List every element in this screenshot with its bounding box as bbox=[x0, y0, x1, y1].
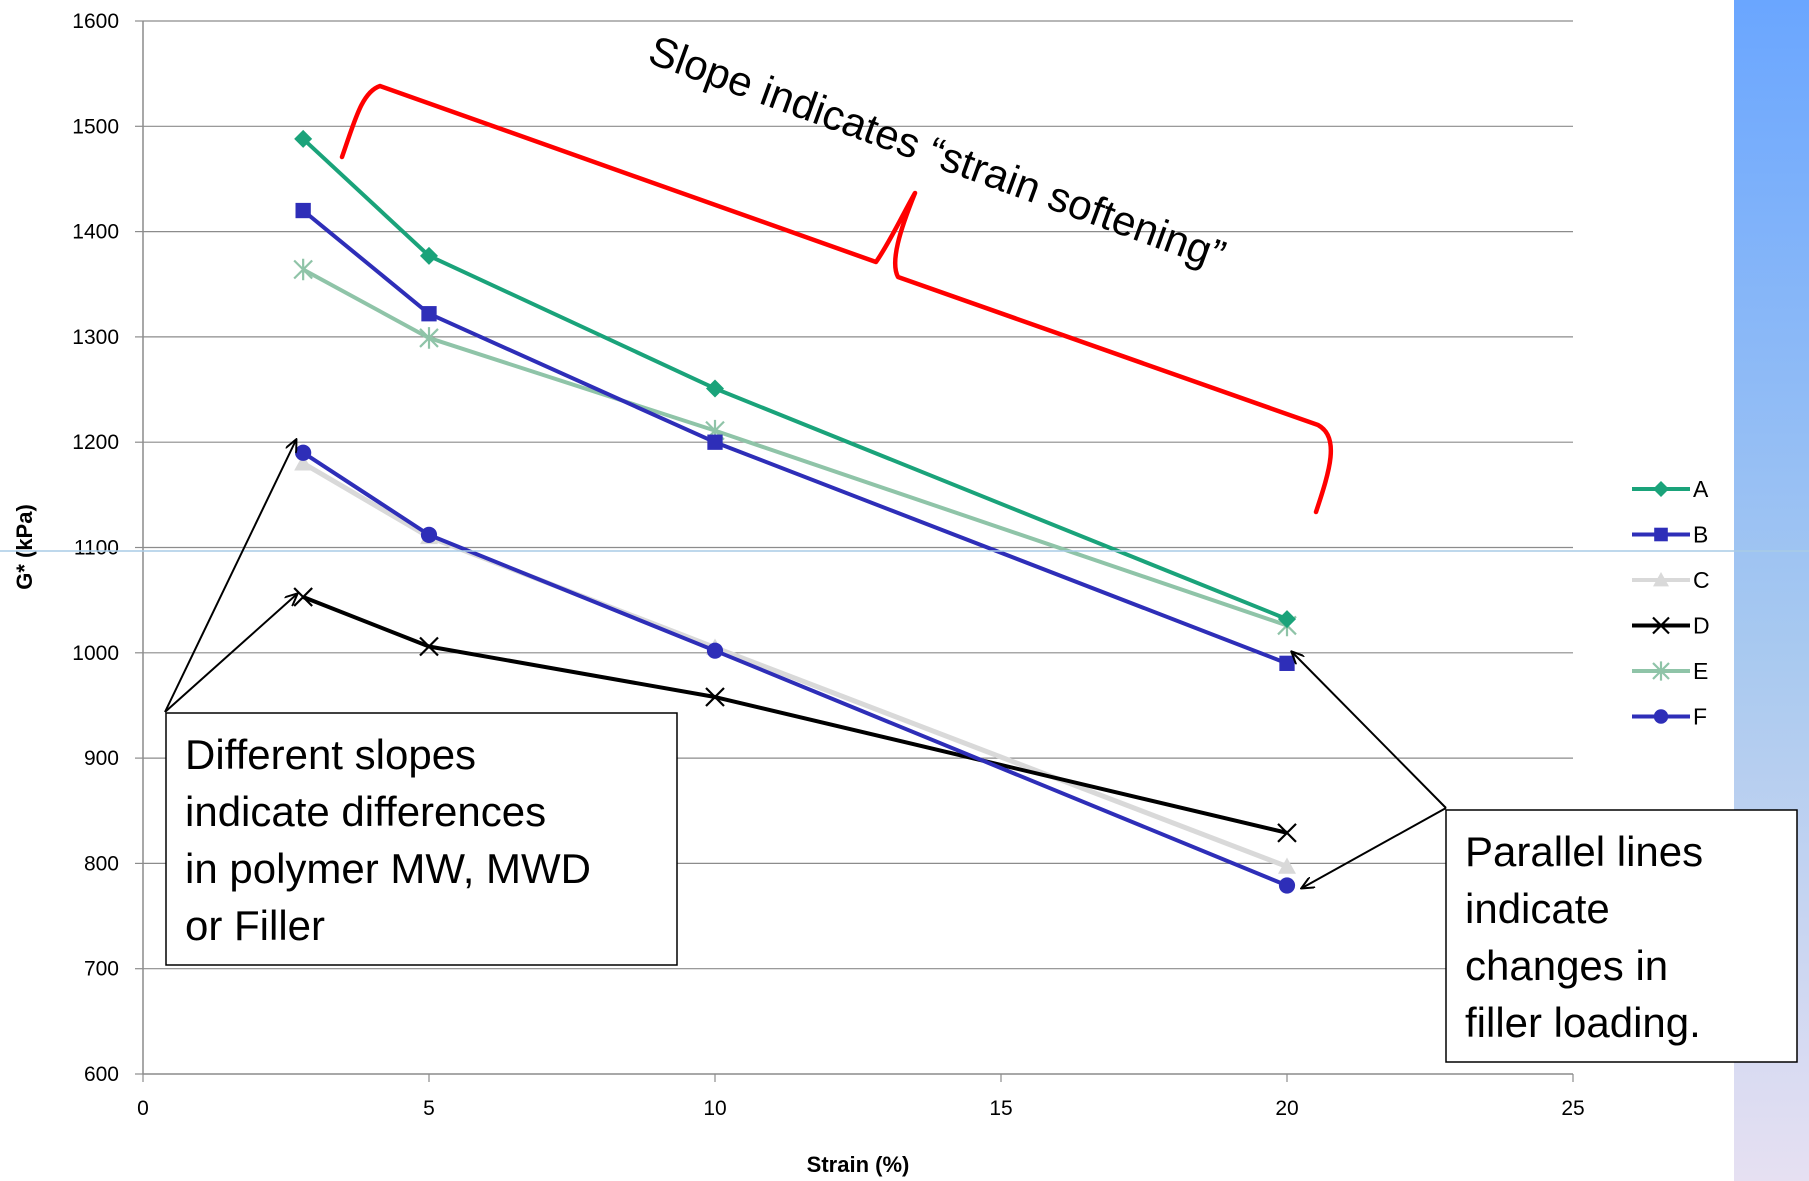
legend-item-D: D bbox=[1632, 613, 1710, 639]
right-callout-line-3: changes in bbox=[1465, 942, 1668, 989]
left-callout-line-3: in polymer MW, MWD bbox=[185, 845, 591, 892]
y-tick-label: 700 bbox=[84, 958, 119, 981]
series-F bbox=[295, 444, 1296, 894]
data-point-A bbox=[706, 379, 724, 398]
right-callout-box bbox=[1445, 809, 1798, 1063]
data-point-D bbox=[293, 587, 313, 607]
series-line-D bbox=[302, 595, 1288, 835]
data-point-E bbox=[419, 327, 439, 349]
data-point-B bbox=[1279, 655, 1295, 671]
left-callout-box bbox=[165, 712, 678, 966]
legend-marker bbox=[1653, 481, 1669, 497]
legend-label: E bbox=[1693, 658, 1708, 684]
series-E bbox=[293, 258, 1297, 637]
data-point-A bbox=[1278, 610, 1296, 629]
series-D bbox=[293, 587, 1297, 843]
right-callout-line-1: Parallel lines bbox=[1465, 828, 1703, 875]
legend-label: B bbox=[1693, 522, 1708, 548]
data-point-F bbox=[295, 444, 312, 461]
legend-marker bbox=[1653, 709, 1669, 724]
x-tick-label: 15 bbox=[989, 1097, 1012, 1120]
series-line-F bbox=[302, 451, 1288, 888]
y-tick-label: 1000 bbox=[72, 642, 119, 665]
series-line-E bbox=[302, 267, 1288, 628]
left-callout-line-1: Different slopes bbox=[185, 731, 476, 778]
left-callout-line-2: indicate differences bbox=[185, 788, 546, 835]
data-point-D bbox=[1277, 823, 1297, 843]
data-point-C bbox=[1278, 857, 1296, 874]
right-callout-line-4: filler loading. bbox=[1465, 999, 1701, 1046]
left-callout-line-4: or Filler bbox=[185, 902, 325, 949]
legend-label: D bbox=[1693, 613, 1710, 639]
y-tick-label: 1100 bbox=[74, 537, 119, 560]
data-point-A bbox=[294, 129, 313, 148]
data-point-F bbox=[420, 526, 438, 543]
data-point-A bbox=[420, 246, 438, 265]
legend-item-A: A bbox=[1632, 476, 1709, 502]
legend-marker bbox=[1652, 616, 1670, 635]
y-tick-label: 1600 bbox=[72, 10, 119, 33]
y-tick-label: 1200 bbox=[72, 431, 119, 454]
y-tick-label: 1400 bbox=[72, 221, 119, 244]
series-line-A bbox=[301, 137, 1288, 621]
legend-marker bbox=[1652, 661, 1670, 681]
right-callout-arrow-lower bbox=[1302, 807, 1447, 888]
y-tick-label: 600 bbox=[84, 1063, 119, 1086]
strain-softening-brace bbox=[339, 83, 1334, 515]
series-B bbox=[295, 202, 1295, 671]
data-point-D bbox=[419, 636, 439, 657]
right-callout-line-2: indicate bbox=[1465, 885, 1610, 932]
data-point-E bbox=[293, 258, 313, 281]
y-tick-label: 1300 bbox=[72, 326, 119, 349]
legend-marker bbox=[1654, 527, 1668, 542]
x-axis-title: Strain (%) bbox=[807, 1152, 910, 1177]
x-tick-label: 20 bbox=[1275, 1097, 1298, 1120]
series-A bbox=[294, 129, 1296, 629]
legend-item-B: B bbox=[1632, 522, 1708, 548]
series-line-B bbox=[301, 208, 1288, 666]
legend-label: C bbox=[1693, 567, 1710, 593]
legend-label: F bbox=[1693, 704, 1707, 730]
y-tick-label: 900 bbox=[84, 747, 119, 770]
legend-item-C: C bbox=[1632, 567, 1710, 593]
data-point-D bbox=[705, 687, 725, 707]
y-axis-title: G* (kPa) bbox=[12, 504, 37, 590]
x-tick-label: 10 bbox=[703, 1097, 726, 1120]
left-callout-arrow-upper bbox=[164, 440, 296, 713]
legend-item-E: E bbox=[1632, 658, 1708, 684]
data-point-B bbox=[295, 202, 311, 219]
x-tick-label: 5 bbox=[423, 1097, 435, 1120]
y-tick-label: 800 bbox=[84, 852, 119, 875]
strain-softening-annotation: Slope indicates “strain softening” bbox=[643, 26, 1232, 279]
left-callout-arrow-lower bbox=[164, 594, 297, 713]
data-point-B bbox=[421, 306, 437, 322]
data-point-B bbox=[707, 434, 723, 450]
legend-label: A bbox=[1693, 476, 1709, 502]
data-point-F bbox=[1278, 877, 1296, 894]
data-point-C bbox=[294, 454, 313, 471]
legend-item-F: F bbox=[1632, 704, 1707, 730]
legend-marker bbox=[1653, 572, 1669, 587]
x-tick-label: 25 bbox=[1561, 1097, 1584, 1120]
data-point-F bbox=[706, 642, 724, 659]
x-tick-label: 0 bbox=[137, 1097, 149, 1120]
right-callout-arrow-upper bbox=[1292, 652, 1447, 809]
y-tick-label: 1500 bbox=[72, 115, 119, 138]
